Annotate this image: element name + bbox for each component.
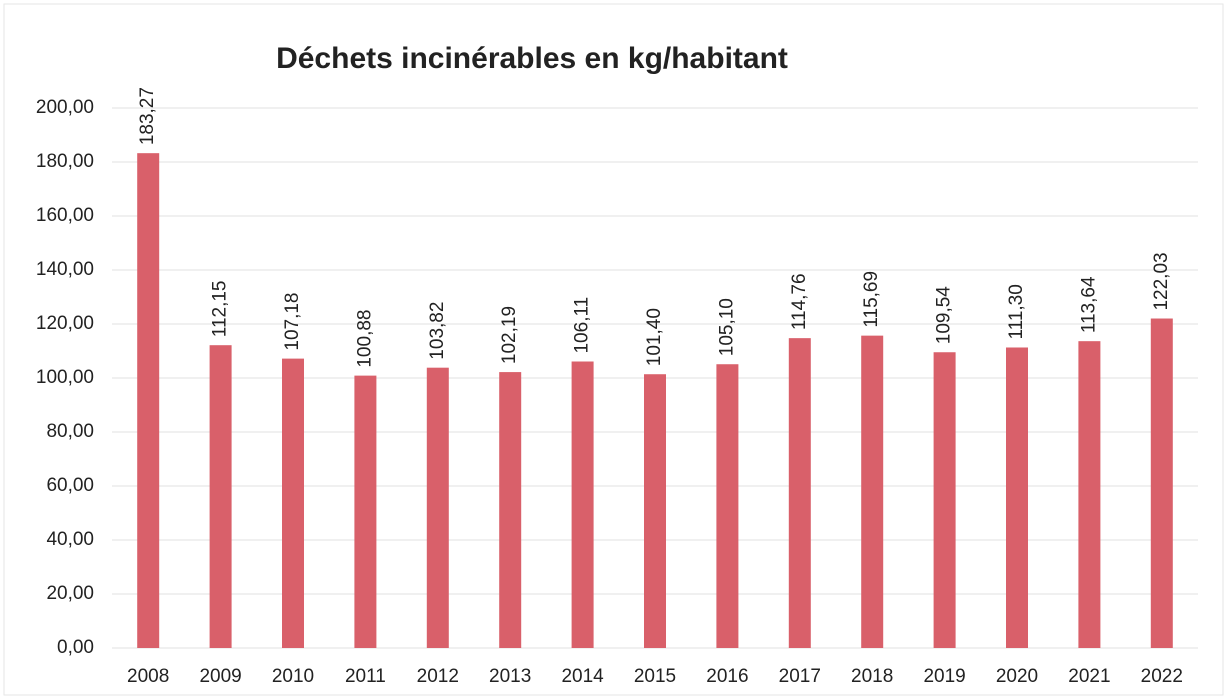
- bar: [426, 367, 449, 648]
- bar: [499, 372, 522, 648]
- y-tick-label: 180,00: [36, 151, 94, 172]
- bar: [1078, 341, 1101, 648]
- x-tick-label: 2009: [199, 666, 241, 687]
- y-tick-label: 60,00: [46, 475, 94, 496]
- x-tick-label: 2013: [489, 666, 531, 687]
- y-tick-label: 40,00: [46, 529, 94, 550]
- x-tick-label: 2020: [996, 666, 1038, 687]
- data-label: 101,40: [644, 308, 665, 366]
- x-tick-label: 2015: [634, 666, 676, 687]
- data-label: 111,30: [1006, 284, 1027, 339]
- data-label: 106,11: [572, 297, 593, 354]
- bar: [1150, 318, 1173, 648]
- bar: [571, 361, 594, 648]
- data-label: 109,54: [934, 286, 955, 345]
- bar: [644, 374, 666, 648]
- x-tick-label: 2018: [851, 666, 893, 687]
- y-tick-label: 140,00: [36, 259, 94, 280]
- y-tick-label: 0,00: [57, 637, 94, 658]
- data-label: 105,10: [716, 298, 737, 356]
- data-label: 114,76: [789, 273, 810, 330]
- data-label: 113,64: [1078, 276, 1099, 333]
- bar: [1006, 347, 1028, 648]
- data-label: 100,88: [354, 309, 375, 367]
- x-tick-label: 2014: [561, 666, 604, 687]
- x-tick-label: 2008: [127, 666, 169, 687]
- x-tick-label: 2019: [923, 666, 965, 687]
- bar: [933, 352, 956, 648]
- bar: [137, 153, 160, 648]
- bar: [861, 335, 884, 648]
- x-tick-label: 2017: [779, 666, 821, 687]
- x-tick-label: 2016: [706, 666, 748, 687]
- bar: [716, 364, 739, 648]
- y-tick-label: 100,00: [36, 367, 94, 388]
- x-tick-label: 2010: [272, 666, 314, 687]
- data-label: 103,82: [427, 302, 448, 360]
- y-tick-label: 20,00: [46, 583, 94, 604]
- y-tick-label: 160,00: [36, 205, 94, 226]
- x-tick-label: 2021: [1068, 666, 1110, 687]
- x-tick-label: 2012: [417, 666, 459, 687]
- data-label: 107,18: [282, 292, 303, 350]
- data-label: 183,27: [137, 87, 158, 145]
- x-tick-label: 2022: [1141, 666, 1183, 687]
- y-tick-label: 120,00: [36, 313, 94, 334]
- data-label: 122,03: [1151, 252, 1172, 310]
- y-tick-label: 200,00: [36, 97, 94, 118]
- chart-border: [3, 3, 1224, 696]
- bar: [354, 375, 377, 648]
- y-tick-label: 80,00: [46, 421, 94, 442]
- data-label: 115,69: [861, 271, 882, 328]
- data-label: 112,15: [210, 280, 231, 337]
- x-tick-label: 2011: [345, 666, 386, 687]
- bar: [282, 358, 304, 648]
- data-label: 102,19: [499, 306, 520, 364]
- bar: [788, 338, 811, 648]
- bar: [209, 345, 232, 648]
- chart-title: Déchets incinérables en kg/habitant: [276, 42, 788, 75]
